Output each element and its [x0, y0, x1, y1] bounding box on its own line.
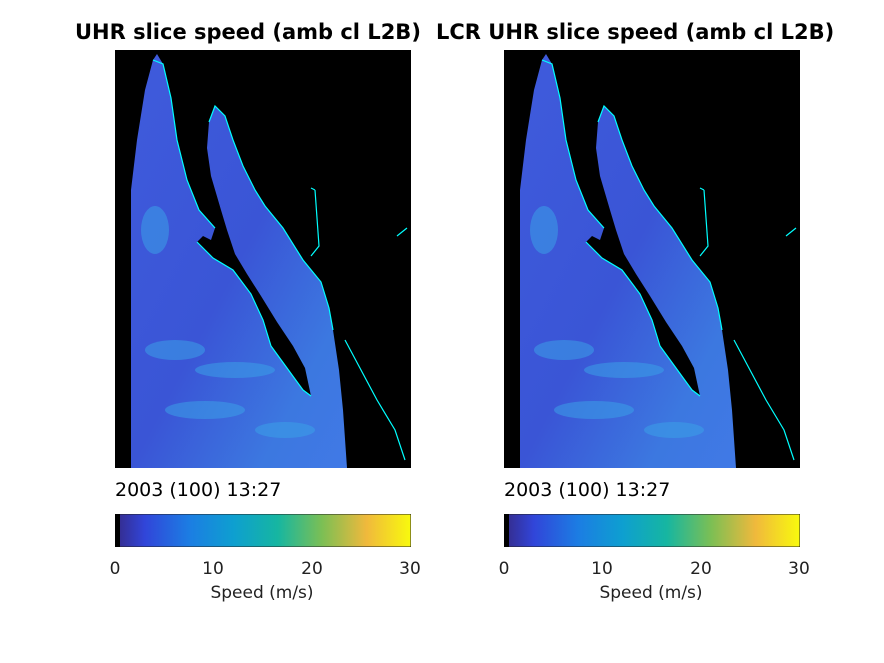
left-tick-20: 20: [301, 559, 323, 579]
right-colorbar: [504, 514, 800, 547]
left-colorbar-svg: [115, 514, 411, 547]
right-chart-title: LCR UHR slice speed (amb cl L2B): [436, 20, 835, 44]
right-timestamp: 2003 (100) 13:27: [504, 479, 671, 501]
right-tick-10: 10: [591, 559, 613, 579]
left-speed-map: [115, 50, 411, 468]
right-speed-map: [504, 50, 800, 468]
left-colorbar: [115, 514, 411, 547]
right-colorbar-svg: [504, 514, 800, 547]
left-tick-10: 10: [202, 559, 224, 579]
ocean-swath: [520, 54, 736, 468]
ocean-swath: [131, 54, 347, 468]
right-tick-0: 0: [498, 559, 510, 579]
right-speed-map-svg: [520, 54, 797, 468]
right-colorbar-label: Speed (m/s): [599, 583, 703, 603]
left-chart-title: UHR slice speed (amb cl L2B): [75, 20, 421, 44]
left-colorbar-label: Speed (m/s): [210, 583, 314, 603]
coastline: [152, 59, 408, 461]
coastline: [541, 59, 797, 461]
left-speed-map-svg: [131, 54, 408, 468]
right-tick-30: 30: [788, 559, 810, 579]
left-tick-0: 0: [109, 559, 121, 579]
ocean-patches: [530, 206, 704, 438]
ocean-patches: [141, 206, 315, 438]
left-timestamp: 2003 (100) 13:27: [115, 479, 282, 501]
left-tick-30: 30: [399, 559, 421, 579]
right-tick-20: 20: [690, 559, 712, 579]
